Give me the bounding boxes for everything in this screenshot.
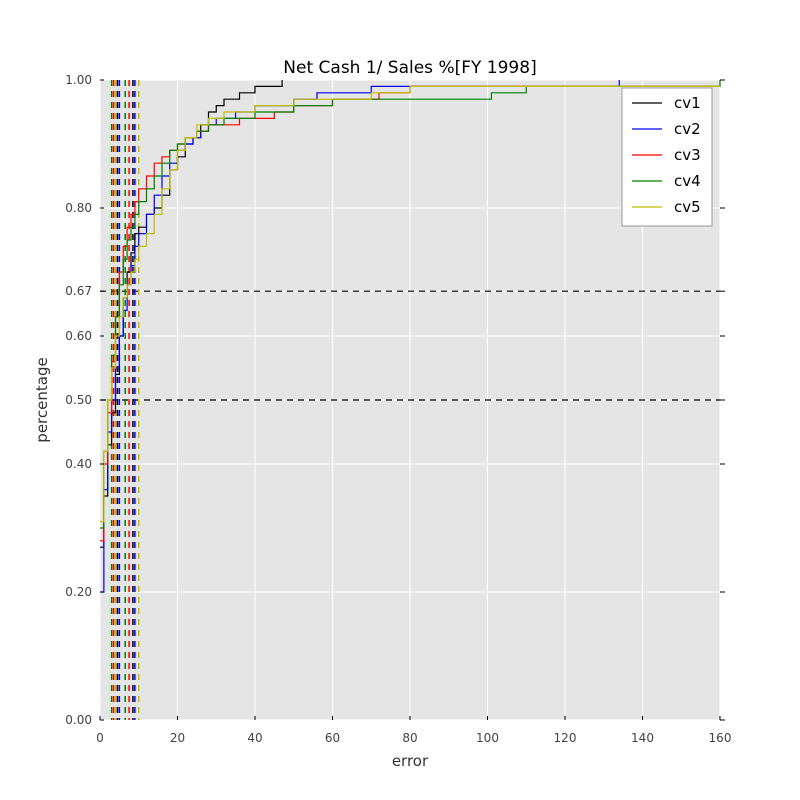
reference-vlines [110,80,140,720]
chart-title: Net Cash 1/ Sales %[FY 1998] [283,58,536,78]
y-tick-label: 1.00 [65,73,92,87]
legend-box [621,87,713,227]
y-tick-label: 0.50 [65,393,92,407]
x-tick-label: 80 [402,731,417,745]
y-tick-label: 0.67 [65,284,92,298]
tick-labels: 0 20 40 60 80 100 120 140 160 0.00 0.20 0.40 0.50 0.6… [65,73,731,745]
reference-hlines [100,290,720,401]
x-tick-label: 140 [631,731,654,745]
series-line-cv4 [100,80,721,529]
legend-label-cv2: cv2 [674,120,701,138]
x-tick-label: 20 [170,731,185,745]
ticks [99,79,725,721]
x-tick-label: 60 [325,731,340,745]
y-tick-label: 0.60 [65,329,92,343]
y-tick-label: 0.80 [65,201,92,215]
y-tick-label: 0.40 [65,457,92,471]
legend: cv1 cv2 cv3 cv4 cv5 [621,87,713,227]
x-tick-label: 0 [96,731,104,745]
legend-label-cv5: cv5 [674,198,701,216]
y-tick-label: 0.00 [65,713,92,727]
x-axis-label: error [392,752,429,770]
legend-label-cv3: cv3 [674,146,701,164]
legend-label-cv4: cv4 [674,172,701,190]
x-tick-label: 120 [554,731,577,745]
y-tick-label: 0.20 [65,585,92,599]
x-tick-label: 100 [476,731,499,745]
x-tick-label: 40 [247,731,262,745]
x-tick-label: 160 [709,731,732,745]
legend-label-cv1: cv1 [674,94,701,112]
y-axis-label: percentage [33,357,51,442]
series-line-cv5 [100,85,720,523]
series-group [100,80,721,593]
